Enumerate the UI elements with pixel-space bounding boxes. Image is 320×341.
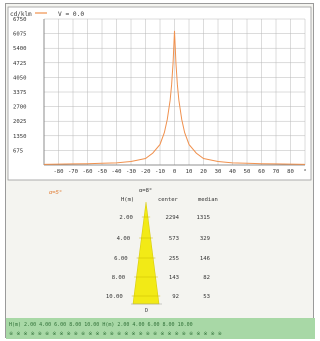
row-center-value: 143 xyxy=(169,275,179,281)
x-tick-label: 50 xyxy=(244,169,251,175)
row-median-value: 329 xyxy=(200,236,210,242)
legend-label: V = 0.0 xyxy=(58,11,84,18)
intensity-curve xyxy=(43,30,306,165)
x-tick-label: -60 xyxy=(82,169,92,175)
y-tick-label: 2025 xyxy=(13,119,26,125)
x-tick-label: -40 xyxy=(111,169,121,175)
photometric-sheet: cd/klm V = 0.0 675 1350 2025 2700 3375 4050 47… xyxy=(5,3,315,339)
y-tick-label: 2700 xyxy=(13,105,26,111)
footer-band: H(m) 2.00 4.00 6.00 8.00 10.00 H(m) 2.00… xyxy=(6,318,315,339)
row-center-value: 573 xyxy=(169,236,179,242)
y-unit-label: cd/klm xyxy=(10,11,32,18)
row-center-value: 255 xyxy=(169,256,179,262)
header-center: center xyxy=(158,197,179,203)
x-tick-label: -30 xyxy=(126,169,136,175)
row-height: 10.00 xyxy=(106,294,123,300)
row-height: 6.00 xyxy=(114,256,127,262)
x-tick-label: 80 xyxy=(287,169,294,175)
photometric-diagram: cd/klm V = 0.0 6751350202527003375405047… xyxy=(6,6,315,339)
footer-pattern-row: ※ ※ ※ ※ ※ ※ ※ ※ ※ ※ ※ ※ ※ ※ ※ ※ ※ ※ ※ ※ … xyxy=(9,331,222,337)
x-tick-label: -20 xyxy=(140,169,150,175)
polar-intensity-chart: cd/klm V = 0.0 6751350202527003375405047… xyxy=(7,6,312,181)
row-center-value: 92 xyxy=(172,294,179,300)
x-tick-label: -10 xyxy=(155,169,165,175)
y-tick-label: 1350 xyxy=(13,134,26,140)
illuminance-rows: 2.00 2294 1315 4.00 573 329 6.00 255 146 8.00 143 8… xyxy=(106,215,210,300)
base-label: D xyxy=(145,308,148,314)
orange-angle-label: α=5° xyxy=(49,190,62,196)
y-tick-label: 3375 xyxy=(13,90,26,96)
chart-grid xyxy=(43,18,306,166)
row-height: 4.00 xyxy=(117,236,130,242)
footer-background xyxy=(6,318,315,339)
y-tick-label: 5400 xyxy=(13,46,26,52)
x-tick-label: -80 xyxy=(53,169,63,175)
x-tick-label: -50 xyxy=(97,169,107,175)
light-cone xyxy=(132,201,160,305)
row-median-value: 53 xyxy=(203,294,210,300)
illuminance-cone-section: α=5° α=8° H(m) center median 2.00 2294 131… xyxy=(49,188,218,314)
row-height: 2.00 xyxy=(119,215,132,221)
row-median-value: 1315 xyxy=(197,215,210,221)
x-tick-label: 40 xyxy=(229,169,236,175)
y-tick-labels: 675 1350 2025 2700 3375 4050 4725 5400 6075 6750 xyxy=(13,17,26,154)
x-tick-label: 30 xyxy=(215,169,222,175)
y-tick-label: 6075 xyxy=(13,32,26,38)
x-tick-labels: -80 -70 -60 -50 -40 -30 -20 -10 0 10 20 30 40 50 60 70 8… xyxy=(53,169,306,175)
y-tick-label: 6750 xyxy=(13,17,26,23)
header-height: H(m) xyxy=(121,197,134,203)
row-median-value: 82 xyxy=(203,275,210,281)
y-tick-label: 4050 xyxy=(13,75,26,81)
header-median: median xyxy=(198,197,218,203)
y-tick-label: 675 xyxy=(13,148,23,154)
x-tick-label: -70 xyxy=(68,169,78,175)
x-axis-end-label: ° xyxy=(303,169,306,175)
row-height: 8.00 xyxy=(112,275,125,281)
y-tick-label: 4725 xyxy=(13,61,26,67)
x-tick-label: 60 xyxy=(258,169,265,175)
beam-angle-label: α=8° xyxy=(139,188,152,194)
row-median-value: 146 xyxy=(200,256,210,262)
chart-frame xyxy=(7,6,312,181)
x-tick-label: 10 xyxy=(186,169,193,175)
x-tick-label: 70 xyxy=(273,169,280,175)
x-tick-label: 20 xyxy=(200,169,207,175)
footer-labels: H(m) 2.00 4.00 6.00 8.00 10.00 H(m) 2.00… xyxy=(9,322,193,328)
x-tick-label: 0 xyxy=(173,169,176,175)
row-center-value: 2294 xyxy=(166,215,180,221)
